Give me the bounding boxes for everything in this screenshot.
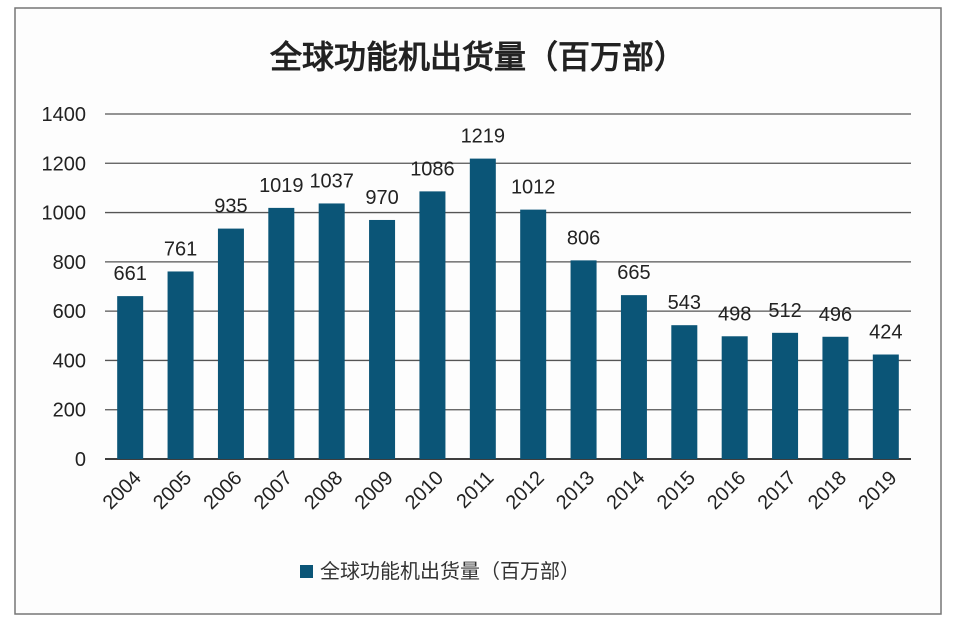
bar <box>268 207 295 459</box>
data-label: 1037 <box>309 170 354 192</box>
data-label: 512 <box>768 300 801 322</box>
bar <box>721 336 748 459</box>
legend-swatch <box>300 565 313 578</box>
bar <box>167 271 194 459</box>
data-label: 543 <box>668 292 701 314</box>
legend: 全球功能机出货量（百万部） <box>300 560 580 583</box>
bar <box>369 219 396 459</box>
y-tick-label: 600 <box>53 301 86 323</box>
bar <box>570 260 597 459</box>
bar <box>872 354 899 459</box>
bar <box>822 336 849 459</box>
y-tick-label: 800 <box>53 252 86 274</box>
data-label: 1012 <box>511 177 556 199</box>
data-label: 1219 <box>461 126 506 148</box>
legend-label: 全球功能机出货量（百万部） <box>320 560 580 583</box>
data-label: 424 <box>869 322 902 344</box>
y-tick-label: 0 <box>75 449 86 471</box>
bar <box>318 203 345 459</box>
bar <box>419 191 446 459</box>
y-tick-label: 1400 <box>42 104 87 126</box>
data-label: 496 <box>819 304 852 326</box>
data-label: 1019 <box>259 175 304 197</box>
data-label: 1086 <box>410 158 455 180</box>
bar <box>620 295 647 459</box>
bar <box>772 332 799 459</box>
chart-title: 全球功能机出货量（百万部） <box>269 39 686 75</box>
data-label: 761 <box>164 238 197 260</box>
bar <box>117 296 144 459</box>
bar <box>217 228 244 459</box>
y-tick-label: 1200 <box>42 153 87 175</box>
data-label: 806 <box>567 227 600 249</box>
data-label: 661 <box>114 263 147 285</box>
y-tick-label: 400 <box>53 350 86 372</box>
data-label: 935 <box>214 196 247 218</box>
y-tick-label: 1000 <box>42 203 87 225</box>
data-label: 970 <box>365 187 398 209</box>
bar <box>469 158 496 459</box>
bar <box>671 325 698 459</box>
y-tick-label: 200 <box>53 400 86 422</box>
data-label: 665 <box>617 262 650 284</box>
data-label: 498 <box>718 303 751 325</box>
bar <box>520 209 547 459</box>
